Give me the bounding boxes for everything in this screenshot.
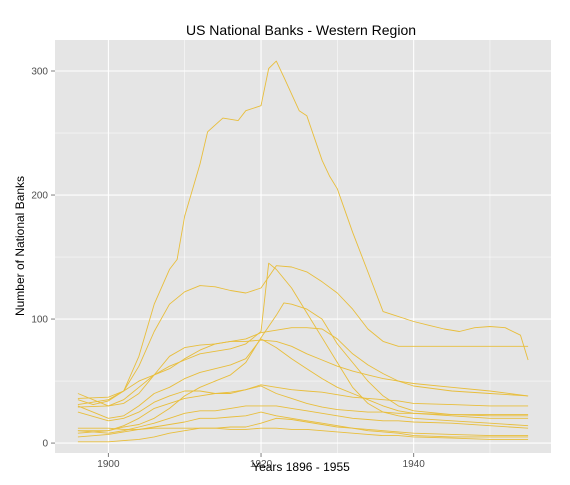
chart-title: US National Banks - Western Region [186,22,416,38]
series-line-12 [77,417,529,443]
x-tick-label: 1920 [250,459,273,470]
grid-lines [31,8,551,453]
y-axis-ticks: 0 100 200 300 [31,67,55,450]
series-line-6 [77,339,529,399]
y-tick-label: 300 [31,67,48,78]
series-line-8 [77,384,529,422]
x-tick-label: 1900 [97,459,120,470]
plot-panel [55,40,551,453]
y-tick-label: 0 [42,439,48,450]
series-line-7 [77,338,529,419]
x-tick-label: 1940 [403,459,426,470]
series-line-10 [77,405,529,434]
series-lines [77,60,529,443]
y-tick-label: 200 [31,191,48,202]
y-axis-title: Number of National Banks [13,176,27,316]
series-line-11 [77,411,529,438]
series-line-2 [77,265,529,406]
series-line-1 [77,60,529,406]
x-axis-ticks: 1900 1920 1940 [97,453,425,470]
series-line-4 [77,302,529,432]
x-axis-title: Years 1896 - 1955 [252,460,350,474]
series-line-13 [77,427,529,440]
series-line-9 [77,385,529,434]
y-tick-label: 100 [31,315,48,326]
